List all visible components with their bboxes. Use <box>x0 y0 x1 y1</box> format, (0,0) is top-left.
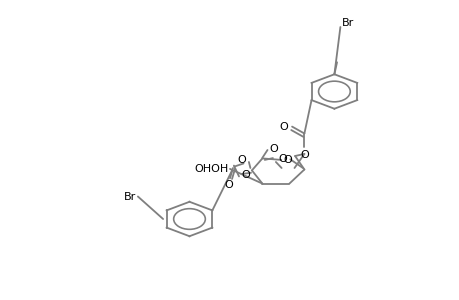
Text: OHOH: OHOH <box>194 164 228 174</box>
Text: O: O <box>279 122 287 132</box>
Text: O: O <box>277 154 286 164</box>
Text: Br: Br <box>341 17 353 28</box>
Text: O: O <box>282 155 291 165</box>
Text: O: O <box>269 144 277 154</box>
Text: O: O <box>299 150 308 161</box>
Text: Br: Br <box>124 191 136 202</box>
Text: O: O <box>224 180 232 190</box>
Text: O: O <box>237 154 246 165</box>
Text: O: O <box>241 169 249 180</box>
